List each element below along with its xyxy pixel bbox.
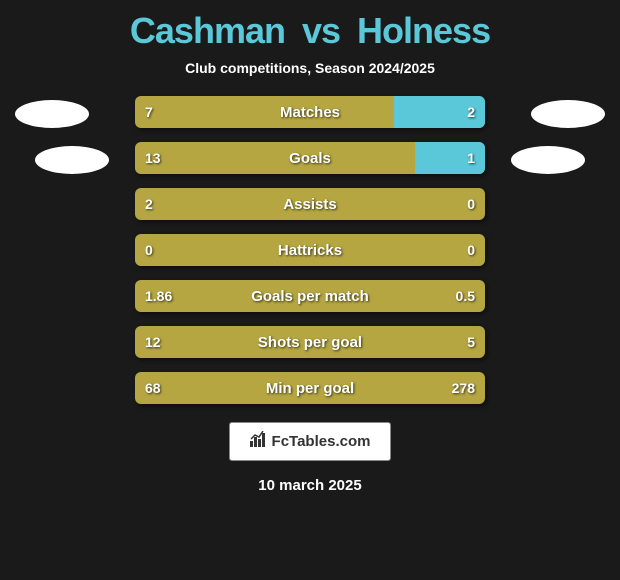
stat-value-right: 1 bbox=[467, 150, 475, 166]
stat-value-right: 2 bbox=[467, 104, 475, 120]
footer-logo[interactable]: FcTables.com bbox=[229, 422, 392, 461]
stat-row: 1.86Goals per match0.5 bbox=[135, 280, 485, 312]
team-badge-right-top bbox=[531, 100, 605, 128]
footer-date: 10 march 2025 bbox=[258, 477, 361, 494]
stat-label: Goals per match bbox=[135, 280, 485, 312]
stat-value-right: 0.5 bbox=[456, 288, 475, 304]
subtitle: Club competitions, Season 2024/2025 bbox=[185, 60, 435, 76]
stat-row: 68Min per goal278 bbox=[135, 372, 485, 404]
player-left-name: Cashman bbox=[130, 10, 285, 51]
team-badge-left-bottom bbox=[35, 146, 109, 174]
stat-label: Assists bbox=[135, 188, 485, 220]
stat-label: Hattricks bbox=[135, 234, 485, 266]
stats-chart: 7Matches213Goals12Assists00Hattricks01.8… bbox=[0, 96, 620, 404]
footer-logo-text: FcTables.com bbox=[272, 433, 371, 450]
stat-label: Goals bbox=[135, 142, 485, 174]
stat-row: 7Matches2 bbox=[135, 96, 485, 128]
vs-text: vs bbox=[302, 10, 340, 51]
stat-row: 0Hattricks0 bbox=[135, 234, 485, 266]
stat-value-right: 0 bbox=[467, 196, 475, 212]
chart-icon bbox=[250, 431, 266, 452]
team-badge-right-bottom bbox=[511, 146, 585, 174]
team-badge-left-top bbox=[15, 100, 89, 128]
stat-row: 13Goals1 bbox=[135, 142, 485, 174]
stat-label: Matches bbox=[135, 96, 485, 128]
stat-value-right: 5 bbox=[467, 334, 475, 350]
player-right-name: Holness bbox=[357, 10, 490, 51]
comparison-title: Cashman vs Holness bbox=[130, 10, 490, 52]
stat-bars: 7Matches213Goals12Assists00Hattricks01.8… bbox=[135, 96, 485, 404]
stat-row: 2Assists0 bbox=[135, 188, 485, 220]
stat-value-right: 0 bbox=[467, 242, 475, 258]
stat-label: Min per goal bbox=[135, 372, 485, 404]
stat-value-right: 278 bbox=[452, 380, 475, 396]
stat-label: Shots per goal bbox=[135, 326, 485, 358]
stat-row: 12Shots per goal5 bbox=[135, 326, 485, 358]
